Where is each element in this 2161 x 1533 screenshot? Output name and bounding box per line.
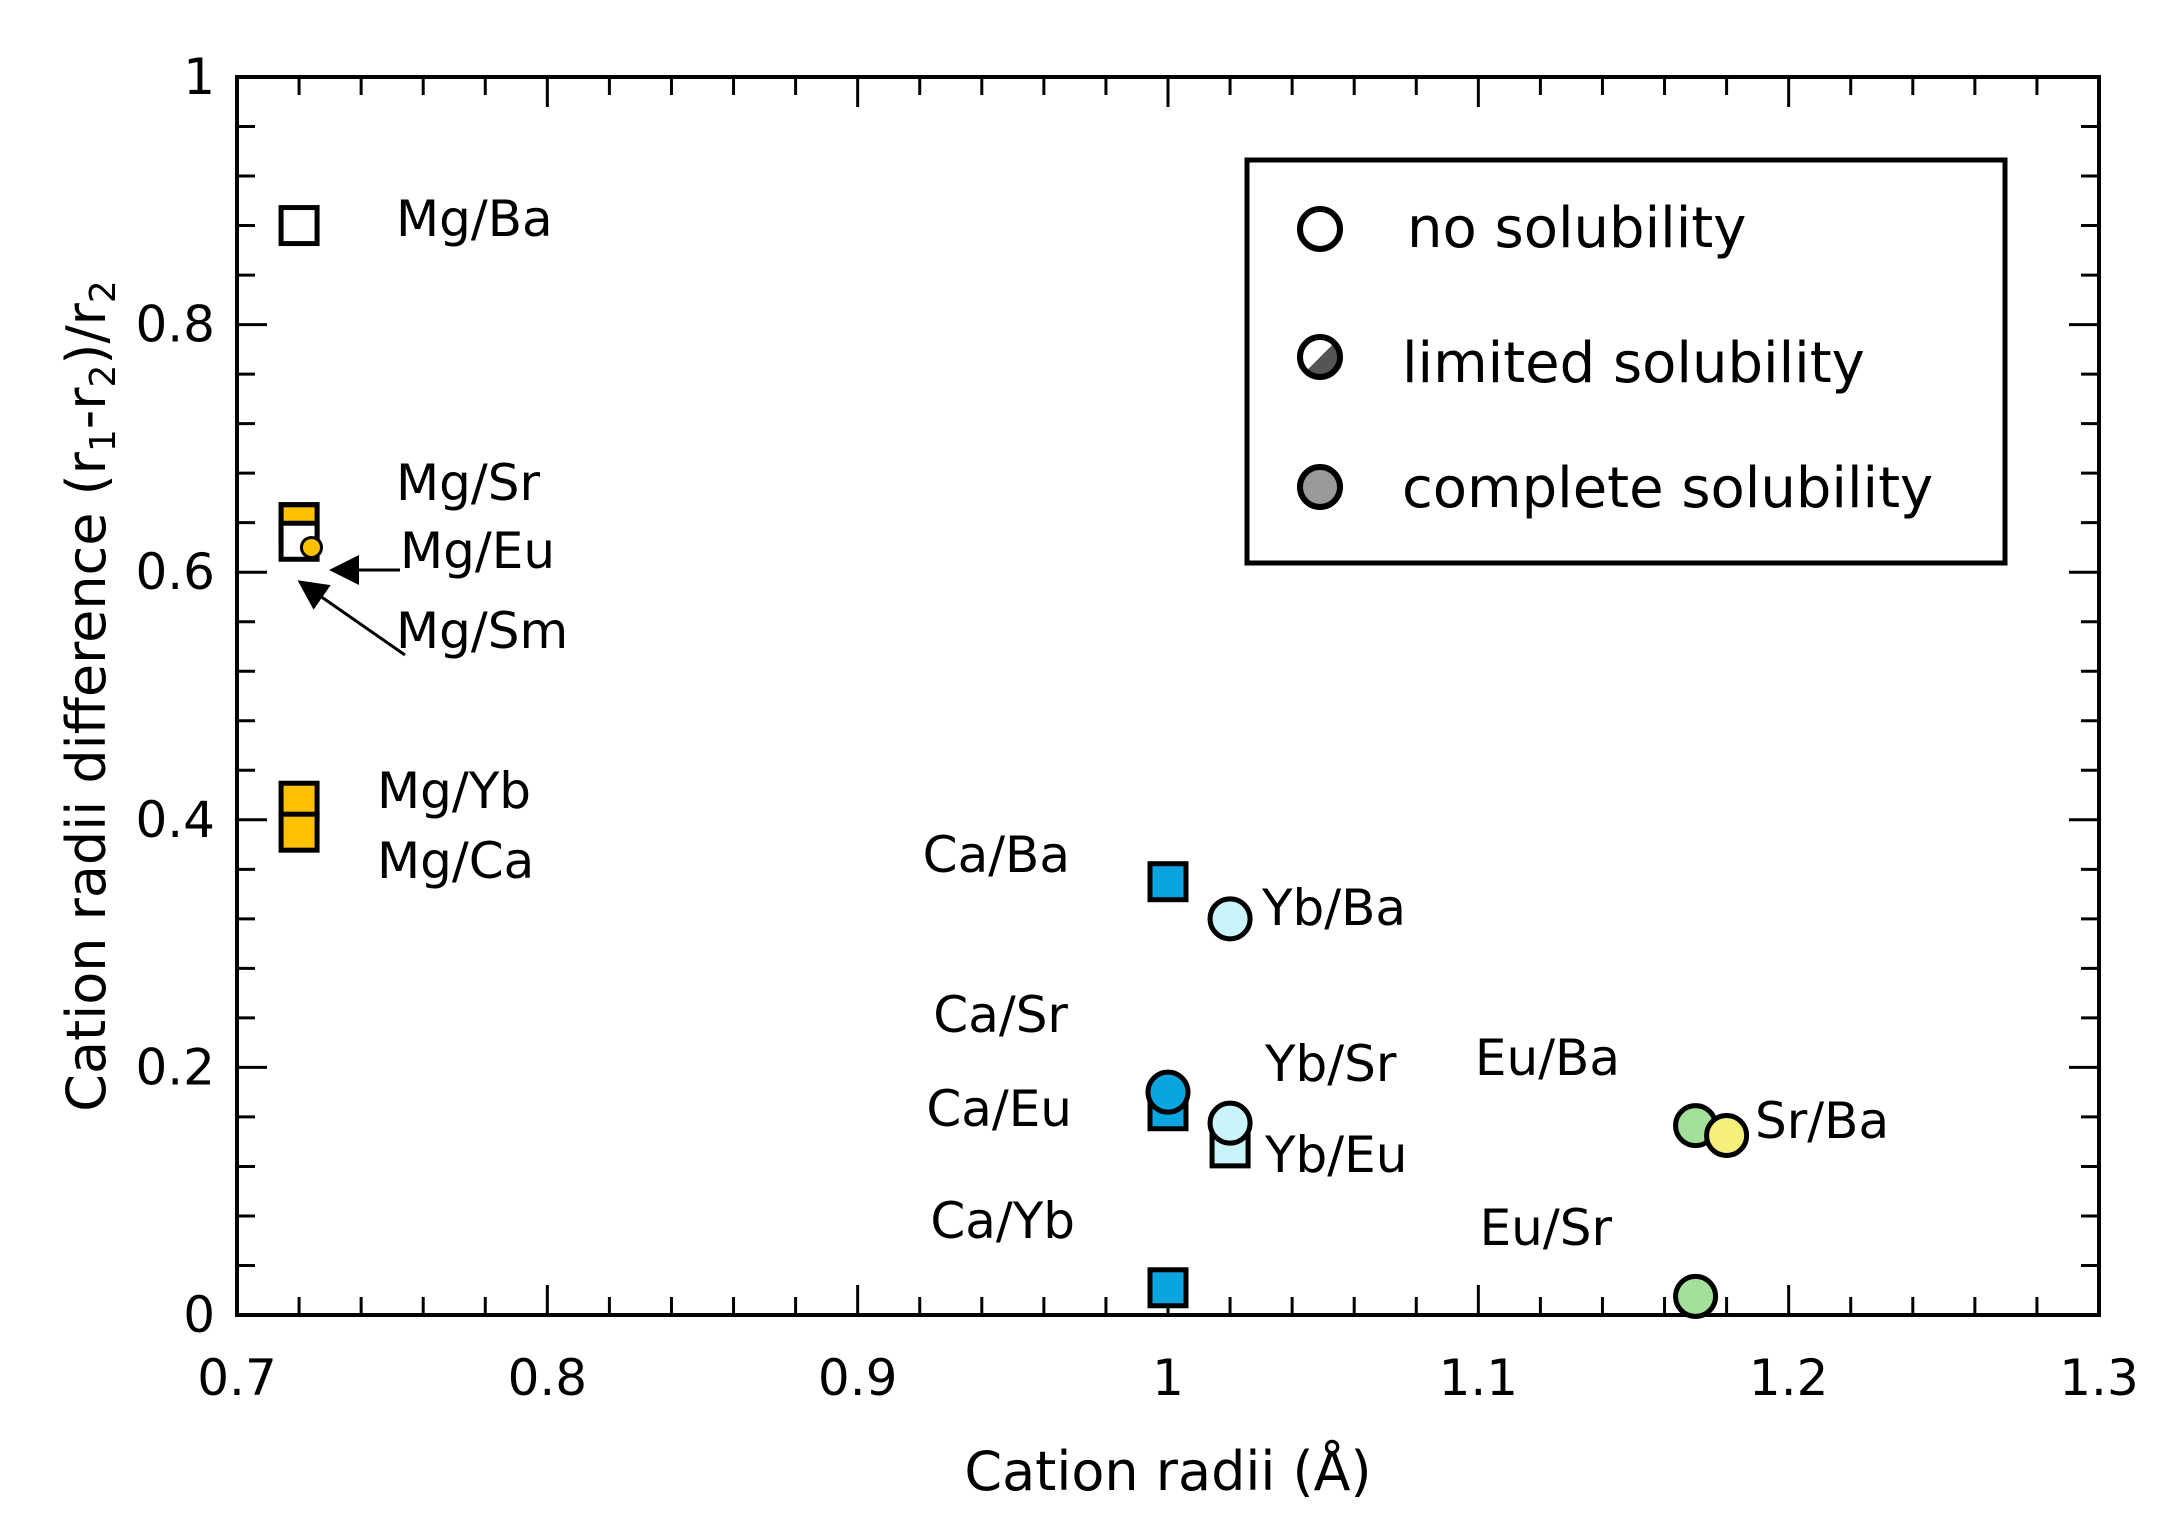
point-label-sr-ba: Sr/Ba [1755,1092,1889,1150]
legend-marker-limited-solubility [1297,334,1343,380]
point-label-ca-eu: Ca/Eu [926,1080,1072,1138]
x-tick-label: 0.7 [197,1349,277,1407]
point-sr-ba [1704,1112,1750,1158]
point-label-mg-ca: Mg/Ca [377,832,534,890]
y-tick-label: 0 [183,1286,215,1344]
point-mg-ba [278,205,320,247]
y-tick-label: 1 [183,48,215,106]
arrow-mg-sm [297,580,406,657]
y-axis-title-sub-1: 1 [83,429,124,452]
legend-marker-no-solubility [1297,206,1343,252]
point-ca-ba [1147,861,1189,903]
point-label-yb-ba: Yb/Ba [1261,879,1406,937]
point-yb-sr [1207,1100,1253,1146]
y-axis-title: Cation radii difference (r1-r2)/r2 [55,280,124,1112]
legend-label-no-solubility: no solubility [1407,196,1746,261]
point-ca-sr [1145,1069,1191,1115]
legend: no solubility limited solubility complet… [1244,157,2008,566]
legend-label-limited-solubility: limited solubility [1402,331,1865,396]
y-axis-title-sub-3: 2 [83,280,124,303]
axis-ticks [235,75,2101,1317]
point-label-yb-eu: Yb/Eu [1264,1126,1407,1184]
y-axis-title-part-3: )/r [55,302,118,364]
y-axis-title-sub-2: 2 [83,365,124,388]
legend-marker-complete-solubility [1297,464,1343,510]
x-tick-label: 1.3 [2059,1349,2139,1407]
point-yb-ba [1207,896,1253,942]
y-tick-label: 0.4 [135,791,215,849]
point-mg-ca [278,811,320,853]
x-tick-label: 1.1 [1439,1349,1519,1407]
data-points [278,205,1750,1319]
legend-box [1244,157,2008,566]
point-label-ca-sr: Ca/Sr [933,986,1068,1044]
point-ca-yb [1147,1267,1189,1309]
point-label-mg-sr: Mg/Sr [396,454,540,512]
point-label-mg-sm: Mg/Sm [396,602,568,660]
legend-label-complete-solubility: complete solubility [1402,456,1933,521]
point-mg-eu [299,535,323,559]
point-label-mg-eu: Mg/Eu [400,522,555,580]
annotation-arrows [297,555,406,657]
x-tick-label: 1.2 [1749,1349,1829,1407]
data-point-labels: Mg/Ba Mg/Sr Mg/Sm Mg/Eu Mg/Yb Mg/Ca Ca/Ba Yb/Ba… [377,190,1889,1257]
y-tick-label: 0.6 [135,543,215,601]
point-label-yb-sr: Yb/Sr [1264,1035,1397,1093]
point-label-ca-yb: Ca/Yb [930,1192,1075,1250]
y-axis-title-part-1: Cation radii difference (r [55,451,118,1111]
point-label-ca-ba: Ca/Ba [923,826,1070,884]
point-label-mg-ba: Mg/Ba [396,190,553,248]
axis-tick-labels: 0.7 0.8 0.9 1 1.1 1.2 1.3 0 0.2 0.4 0.6 0.8 1 [135,48,2138,1407]
x-tick-label: 0.8 [508,1349,588,1407]
y-tick-label: 0.8 [135,296,215,354]
point-label-eu-sr: Eu/Sr [1480,1199,1613,1257]
point-label-eu-ba: Eu/Ba [1475,1029,1620,1087]
point-label-mg-yb: Mg/Yb [377,762,531,820]
y-tick-label: 0.2 [135,1038,215,1096]
x-axis-title: Cation radii (Å) [964,1439,1371,1503]
point-eu-sr [1673,1273,1719,1319]
y-axis-title-part-2: -r [55,387,118,429]
x-tick-label: 1 [1152,1349,1184,1407]
x-tick-label: 0.9 [818,1349,898,1407]
